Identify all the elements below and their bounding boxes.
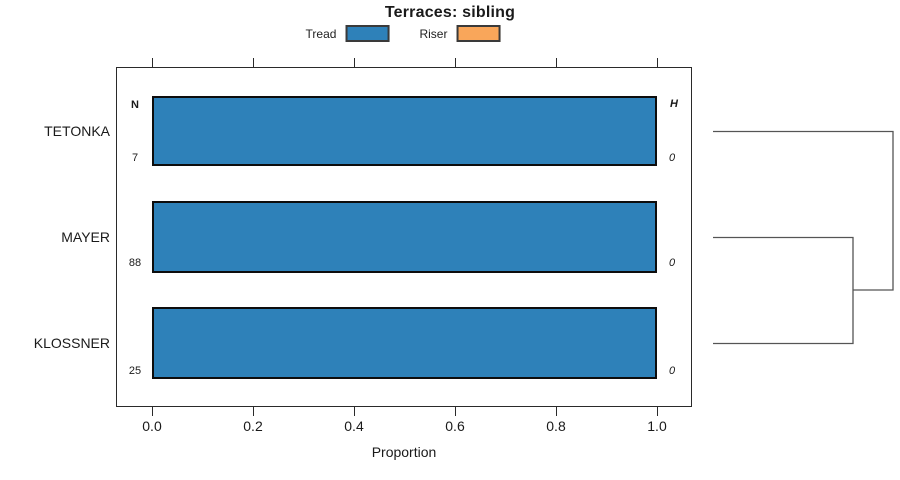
n-column-header: N — [131, 99, 139, 111]
x-tick-label-3: 0.6 — [445, 418, 465, 434]
h-value-mayer: 0 — [668, 257, 676, 269]
bottom-tick-2 — [354, 407, 355, 416]
top-tick-4 — [556, 58, 557, 67]
x-tick-label-0: 0.0 — [142, 418, 162, 434]
legend-swatch-riser — [456, 25, 501, 42]
top-tick-3 — [455, 58, 456, 67]
bottom-tick-5 — [657, 407, 658, 416]
bottom-tick-4 — [556, 407, 557, 416]
legend-item-riser: Riser — [419, 25, 501, 42]
category-label-klossner: KLOSSNER — [33, 335, 110, 351]
h-column-header: H — [670, 98, 678, 110]
x-tick-label-2: 0.4 — [344, 418, 364, 434]
bottom-tick-3 — [455, 407, 456, 416]
bar-klossner-tread — [152, 307, 657, 379]
top-tick-2 — [354, 58, 355, 67]
h-value-tetonka: 0 — [668, 152, 676, 164]
h-value-klossner: 0 — [668, 365, 676, 377]
x-tick-label-4: 0.8 — [546, 418, 566, 434]
bar-mayer-tread — [152, 201, 657, 273]
category-label-tetonka: TETONKA — [44, 123, 110, 139]
legend: Tread Riser — [306, 25, 501, 42]
category-label-mayer: MAYER — [61, 229, 110, 245]
top-tick-5 — [657, 58, 658, 67]
bar-tetonka-tread — [152, 96, 657, 166]
x-tick-label-1: 0.2 — [243, 418, 263, 434]
plot-area — [116, 67, 692, 407]
x-tick-label-5: 1.0 — [647, 418, 667, 434]
dendrogram — [713, 130, 894, 345]
legend-label-tread: Tread — [305, 26, 337, 41]
legend-label-riser: Riser — [419, 26, 448, 41]
top-tick-1 — [253, 58, 254, 67]
bottom-tick-1 — [253, 407, 254, 416]
legend-swatch-tread — [345, 25, 390, 42]
chart-title: Terraces: sibling — [384, 4, 516, 21]
n-value-klossner: 25 — [128, 365, 142, 377]
x-axis-label: Proportion — [371, 444, 437, 460]
legend-item-tread: Tread — [306, 25, 390, 42]
bottom-tick-0 — [152, 407, 153, 416]
n-value-mayer: 88 — [128, 257, 142, 269]
n-value-tetonka: 7 — [131, 152, 139, 164]
top-tick-0 — [152, 58, 153, 67]
